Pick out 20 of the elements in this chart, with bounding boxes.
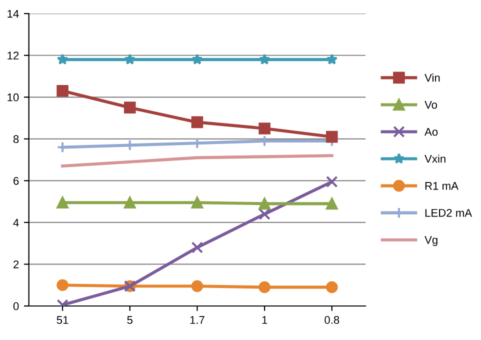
- x-tick-label: 0.8: [324, 316, 340, 324]
- legend-label: Vo: [424, 100, 438, 109]
- y-tick-label: 6: [14, 176, 19, 185]
- x-tick-label: 1.7: [190, 316, 204, 324]
- legend-label: Vg: [424, 236, 438, 246]
- y-tick-label: 0: [13, 302, 19, 310]
- y-tick-label: 2: [14, 260, 19, 268]
- x-tick-label: 5: [127, 316, 132, 324]
- x-tick-label: 1: [262, 316, 268, 324]
- y-tick-label: 10: [8, 93, 19, 102]
- x-tick-label: 51: [56, 316, 68, 324]
- y-tick-label: 8: [13, 135, 19, 144]
- y-tick-label: 4: [13, 218, 19, 226]
- legend-label: Ao: [424, 128, 438, 136]
- y-tick-label: 12: [8, 52, 19, 60]
- legend-label: Vin: [424, 74, 440, 82]
- y-tick-label: 14: [8, 10, 19, 18]
- legend-label: Vxin: [424, 154, 446, 163]
- legend-label: R1 mA: [425, 182, 458, 190]
- legend-label: LED2 mA: [425, 208, 472, 217]
